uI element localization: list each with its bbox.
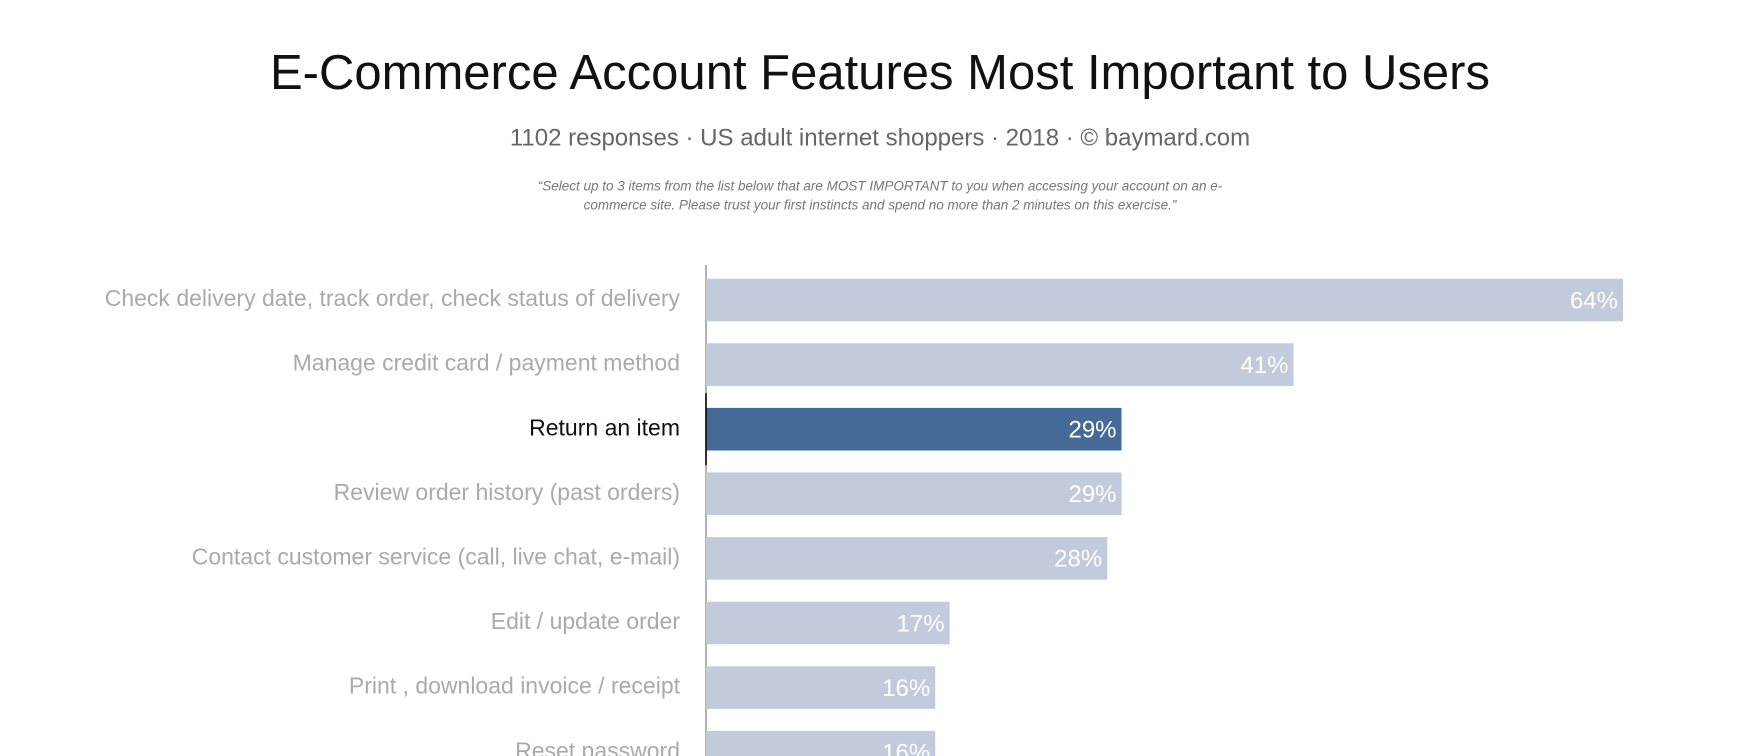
category-label: Reset password [515,737,680,756]
category-label: Return an item [529,414,680,440]
bar [706,730,936,756]
bar [706,407,1122,451]
category-label: Review order history (past orders) [334,479,680,505]
bar [706,537,1108,580]
bar [706,278,1623,322]
category-label: Manage credit card / payment method [293,350,680,376]
bar [706,666,936,709]
bar-value-label: 16% [882,740,930,756]
bar-value-label: 29% [1068,417,1116,444]
bar [706,601,950,645]
chart-title: E-Commerce Account Features Most Importa… [270,46,1490,100]
bar-value-label: 29% [1068,481,1116,508]
bar [706,472,1122,516]
bar-value-label: 41% [1240,352,1288,379]
question-note: commerce site. Please trust your first i… [584,198,1177,213]
category-label: Check delivery date, track order, check … [105,285,681,311]
question-note: “Select up to 3 items from the list belo… [538,179,1223,194]
chart-subtitle: 1102 responses · US adult internet shopp… [510,124,1250,151]
bar [706,343,1294,386]
bar-value-label: 28% [1054,546,1102,573]
bar-value-label: 16% [882,675,930,702]
category-label: Edit / update order [491,608,681,634]
category-label: Contact customer service (call, live cha… [192,543,680,569]
bar-value-label: 17% [897,610,945,637]
bar-value-label: 64% [1570,287,1618,314]
category-label: Print , download invoice / receipt [349,673,681,699]
